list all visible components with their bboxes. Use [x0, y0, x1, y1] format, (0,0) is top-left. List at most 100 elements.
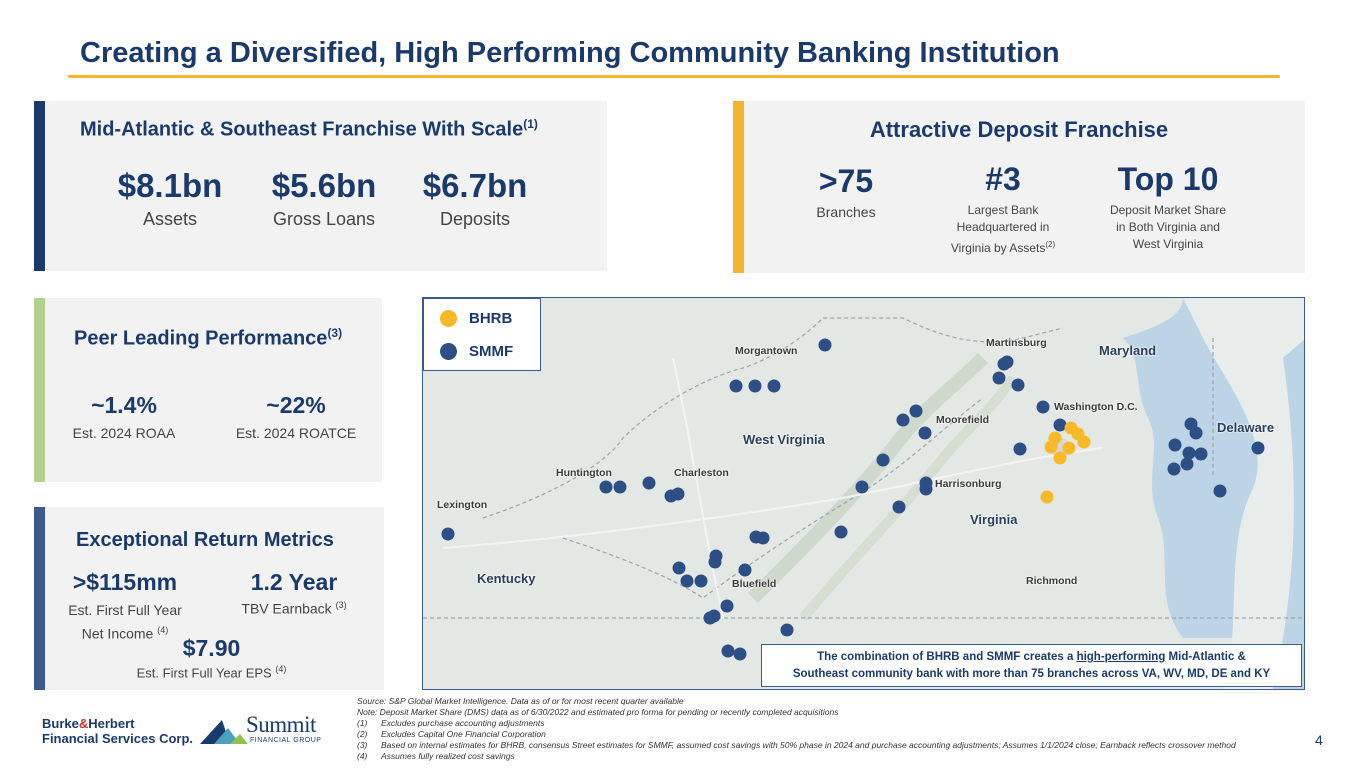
branches-stat: >75 Branches: [791, 163, 901, 220]
ridge-1: [748, 353, 988, 603]
map-callout: The combination of BHRB and SMMF creates…: [761, 644, 1302, 687]
label-richmond: Richmond: [1026, 575, 1078, 587]
branches-label: Branches: [816, 204, 876, 220]
label-kentucky: Kentucky: [477, 571, 536, 586]
summit-logo: Summit FINANCIAL GROUP: [200, 712, 325, 748]
deposits-label: Deposits: [439, 209, 511, 229]
smmf-branch-marker: [855, 480, 869, 494]
smmf-branch-marker: [671, 487, 685, 501]
bhrb-branch-marker: [1062, 441, 1076, 455]
bhrb-branch-marker: [1053, 451, 1067, 465]
map-legend: BHRB SMMF: [423, 298, 541, 371]
smmf-branch-marker: [748, 379, 762, 393]
branch-dots: [441, 338, 1265, 661]
legend-bhrb: BHRB: [440, 310, 512, 327]
top10-value: Top 10: [1117, 161, 1219, 197]
label-washington: Washington D.C.: [1054, 401, 1138, 413]
label-harrisonburg: Harrisonburg: [935, 478, 1002, 490]
label-maryland: Maryland: [1099, 343, 1157, 358]
state-border-wv-north: [482, 317, 1064, 519]
smmf-branch-marker: [1213, 484, 1227, 498]
smmf-branch-marker: [1168, 438, 1182, 452]
summit-mountain-icon: [230, 734, 248, 744]
road: [672, 357, 724, 619]
smmf-branch-marker: [892, 500, 906, 514]
bhrb-legend-marker: [440, 310, 457, 327]
smmf-branch-marker: [1000, 355, 1014, 369]
roatce-label: Est. 2024 ROATCE: [235, 425, 357, 441]
label-delaware: Delaware: [1217, 420, 1275, 435]
rank-label: Largest Bank Headquartered in Virginia b…: [950, 203, 1056, 255]
net-income-label: Est. First Full Year Net Income (4): [68, 602, 182, 642]
eps-label: Est. First Full Year EPS (4): [136, 664, 287, 681]
smmf-branch-marker: [441, 527, 455, 541]
page-title: Creating a Diversified, High Performing …: [80, 37, 1060, 69]
label-bluefield: Bluefield: [732, 578, 777, 590]
returns-title: Exceptional Return Metrics: [76, 529, 334, 551]
delmarva-land: [1183, 298, 1304, 689]
smmf-branch-marker: [756, 531, 770, 545]
smmf-branch-marker: [918, 426, 932, 440]
smmf-branch-marker: [738, 563, 752, 577]
net-income-stat: >$115mm Est. First Full Year Net Income …: [50, 569, 200, 644]
smmf-branch-marker: [992, 371, 1006, 385]
smmf-branch-marker: [896, 413, 910, 427]
top10-stat: Top 10 Deposit Market Share in Both Virg…: [1093, 161, 1243, 253]
branch-map: BHRB SMMF Morgantown Martinsburg Marylan…: [422, 297, 1305, 690]
smmf-branch-marker: [1251, 441, 1265, 455]
smmf-branch-marker: [1180, 457, 1194, 471]
peer-title: Peer Leading Performance(3): [74, 326, 343, 350]
burke-herbert-logo: Burke&Herbert Financial Services Corp.: [42, 716, 194, 746]
smmf-branch-marker: [733, 647, 747, 661]
deposits-stat: $6.7bn Deposits: [405, 167, 545, 230]
smmf-branch-marker: [1036, 400, 1050, 414]
gross-loans-stat: $5.6bn Gross Loans: [254, 167, 394, 230]
assets-label: Assets: [142, 209, 198, 229]
title-underline: [68, 75, 1280, 78]
smmf-branch-marker: [672, 561, 686, 575]
earnback-value: 1.2 Year: [250, 569, 338, 595]
smmf-branch-marker: [708, 555, 722, 569]
earnback-label: TBV Earnback (3): [241, 600, 347, 617]
roatce-value: ~22%: [266, 392, 326, 418]
smmf-branch-marker: [721, 644, 735, 658]
smmf-branch-marker: [909, 404, 923, 418]
panel-accent-bar: [733, 101, 744, 273]
panel-accent-bar: [34, 298, 45, 482]
smmf-legend-marker: [440, 343, 457, 360]
deposits-value: $6.7bn: [422, 167, 528, 204]
smmf-branch-marker: [1182, 446, 1196, 460]
label-virginia: Virginia: [970, 512, 1018, 527]
bhrb-branch-marker: [1044, 440, 1058, 454]
smmf-branch-marker: [767, 379, 781, 393]
label-morgantown: Morgantown: [735, 345, 798, 357]
state-border-wv-va: [562, 397, 984, 599]
net-income-value: >$115mm: [72, 569, 178, 595]
assets-value: $8.1bn: [117, 167, 223, 204]
panel-accent-bar: [34, 507, 45, 690]
roaa-value: ~1.4%: [91, 392, 157, 418]
label-moorefield: Moorefield: [936, 414, 990, 426]
smmf-branch-marker: [613, 480, 627, 494]
map-background: [423, 298, 1304, 689]
smmf-branch-marker: [703, 611, 717, 625]
footnotes: Source: S&P Global Market Intelligence. …: [357, 696, 1236, 761]
bhrb-branch-marker: [1077, 435, 1091, 449]
deposit-panel: Attractive Deposit Franchise >75 Branche…: [733, 101, 1305, 273]
ridge-2: [799, 375, 1018, 622]
label-lexington: Lexington: [437, 499, 488, 511]
smmf-branch-marker: [834, 525, 848, 539]
smmf-branch-marker: [1194, 447, 1208, 461]
branches-value: >75: [818, 163, 874, 199]
bhrb-branch-marker: [1040, 490, 1054, 504]
smmf-branch-marker: [1189, 426, 1203, 440]
rank-stat: #3 Largest Bank Headquartered in Virgini…: [933, 161, 1073, 257]
smmf-branch-marker: [1013, 442, 1027, 456]
smmf-branch-marker: [694, 574, 708, 588]
returns-panel: Exceptional Return Metrics >$115mm Est. …: [34, 507, 384, 690]
smmf-branch-marker: [919, 482, 933, 496]
page-number: 4: [1315, 732, 1323, 748]
smmf-branch-marker: [1053, 418, 1067, 432]
label-west-virginia: West Virginia: [743, 432, 825, 447]
panel-accent-bar: [34, 101, 45, 271]
